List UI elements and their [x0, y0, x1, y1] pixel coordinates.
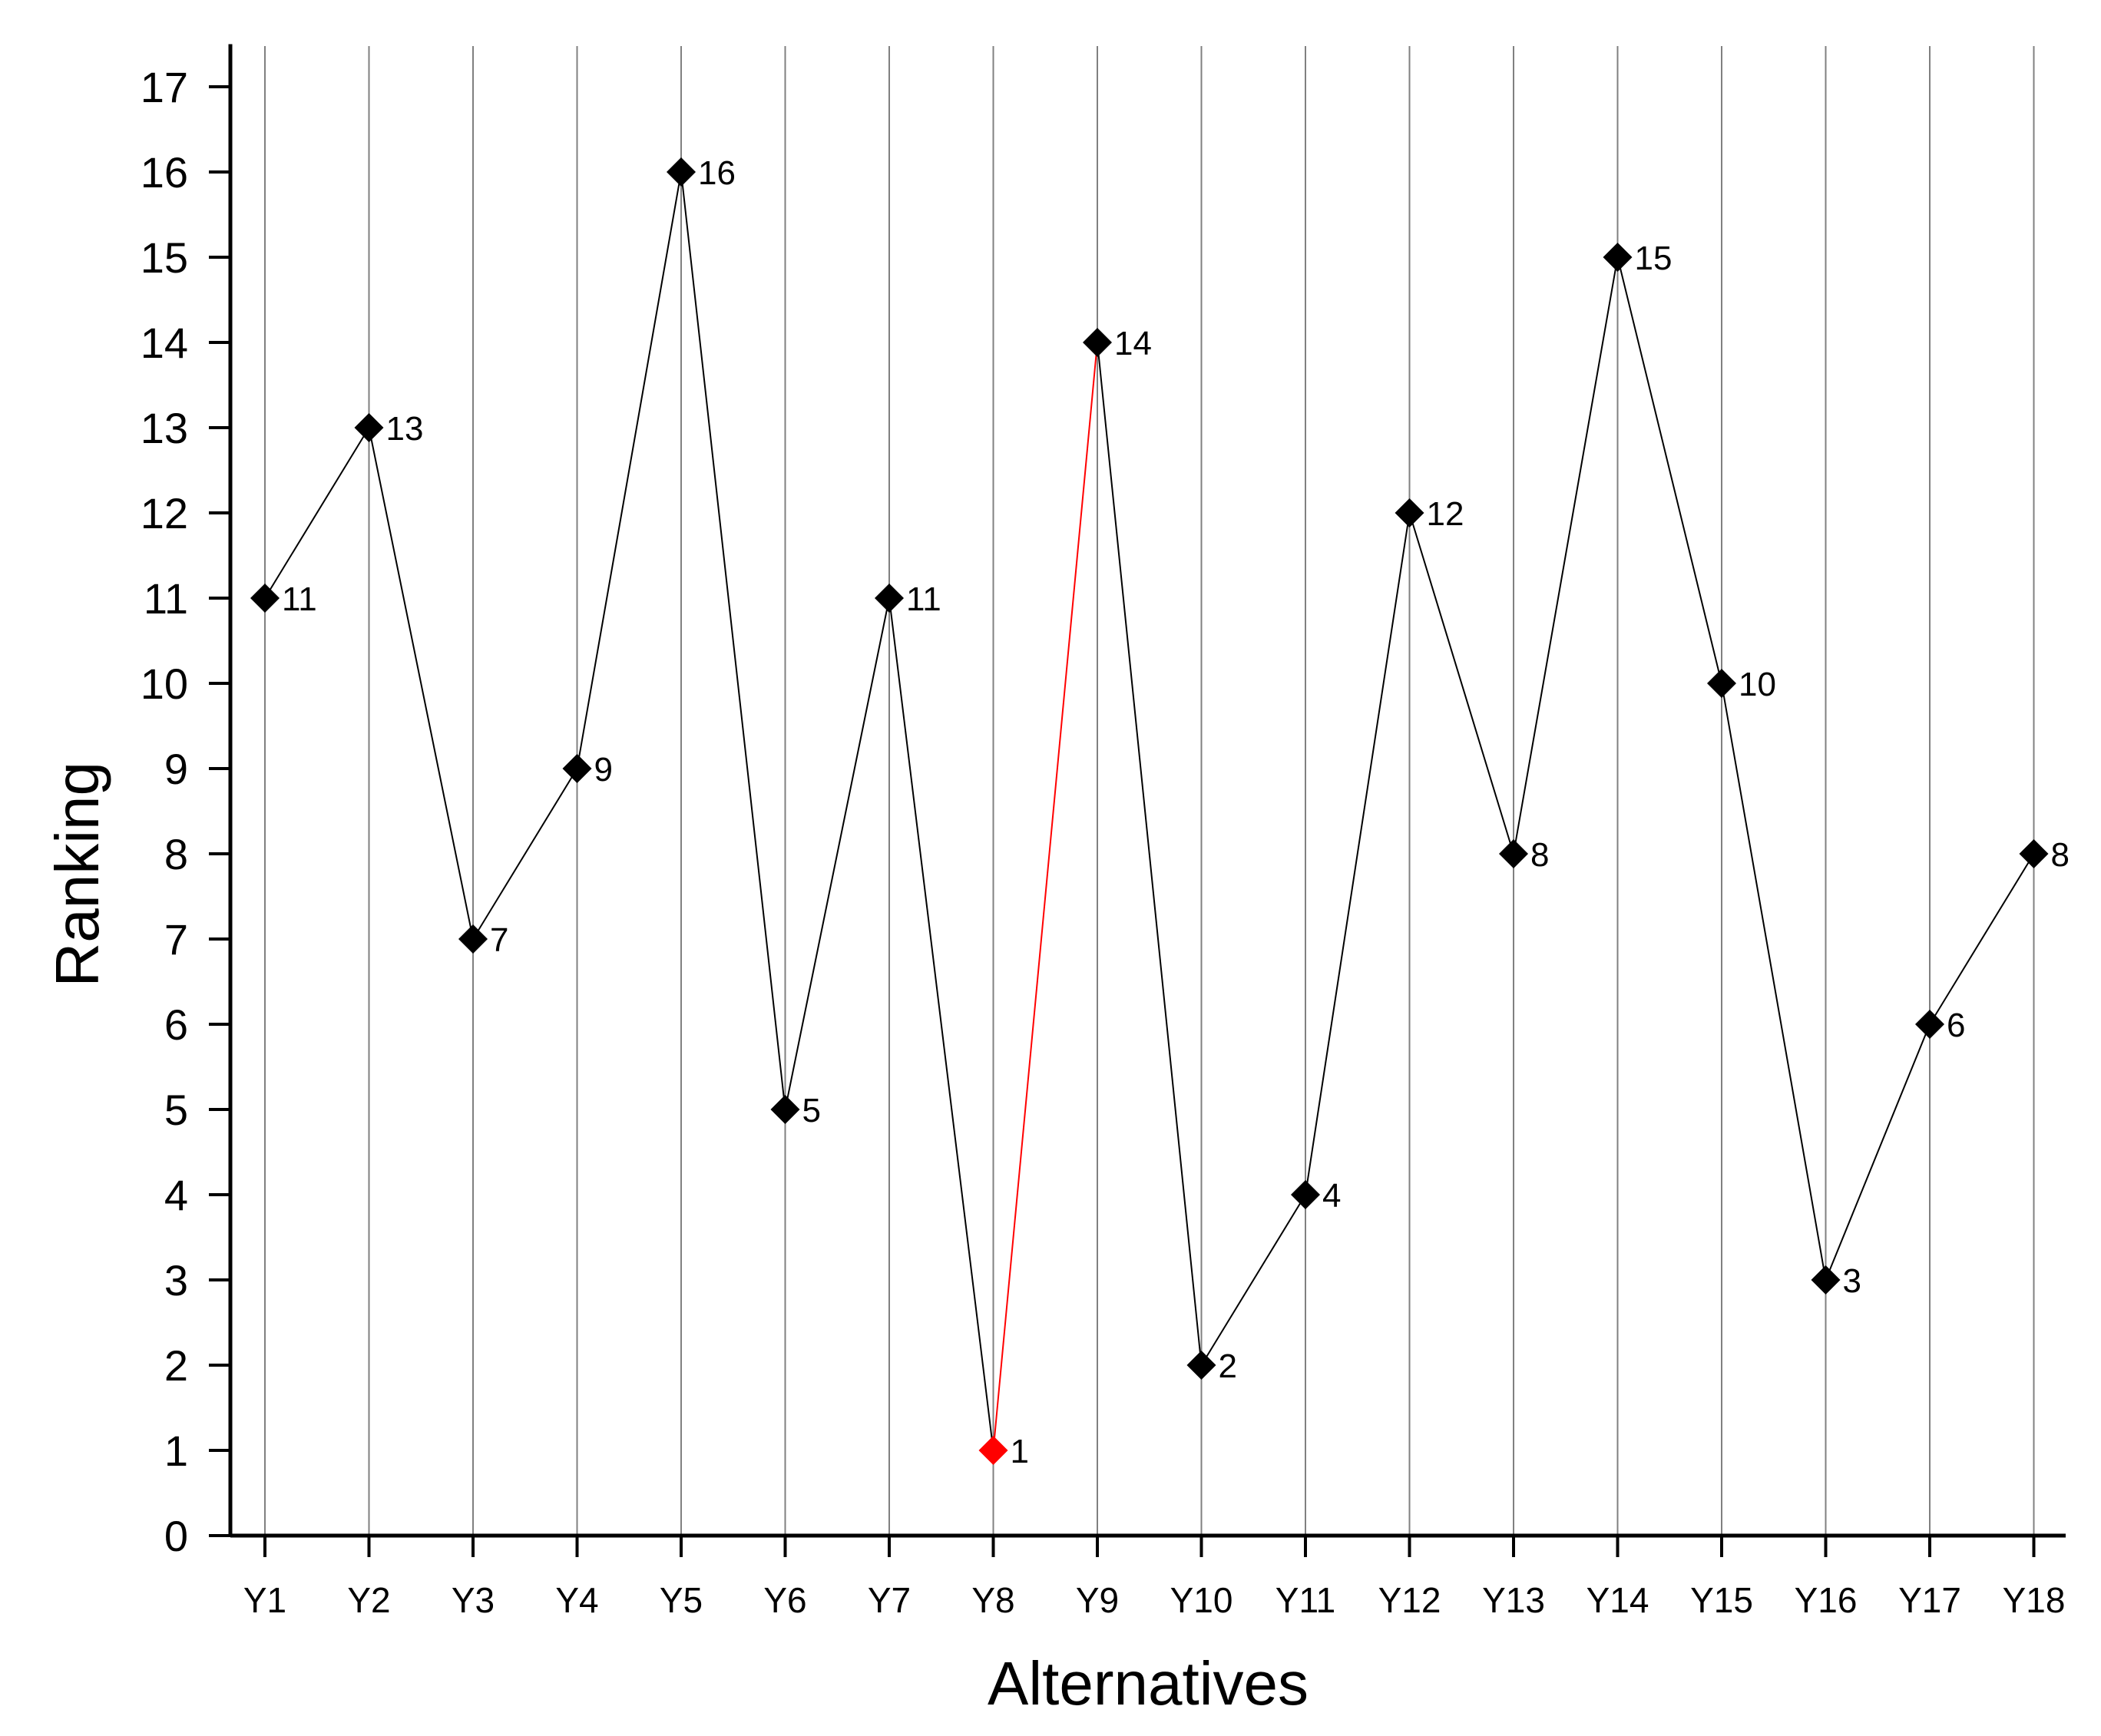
data-label-Y7: 11 [906, 580, 941, 618]
series-segment-Y12-Y13 [1408, 512, 1514, 855]
x-tick-label-Y4: Y4 [555, 1580, 598, 1620]
data-point-Y14 [1603, 243, 1633, 272]
x-tick-label-Y11: Y11 [1275, 1580, 1335, 1620]
y-tick-label-3: 3 [164, 1256, 188, 1304]
data-label-Y8: 1 [1011, 1433, 1029, 1470]
x-tick-label-Y16: Y16 [1795, 1580, 1858, 1620]
y-tick-label-10: 10 [141, 660, 188, 708]
series-segment-Y16-Y17 [1825, 1023, 1931, 1281]
data-point-Y16 [1811, 1265, 1841, 1295]
data-point-Y7 [875, 584, 904, 613]
series-segment-Y13-Y14 [1513, 256, 1619, 855]
y-tick-label-2: 2 [164, 1341, 188, 1390]
data-point-Y17 [1915, 1010, 1944, 1039]
series-segment-Y10-Y11 [1200, 1194, 1306, 1366]
gridlines [264, 46, 2035, 1536]
x-tick-label-Y3: Y3 [452, 1580, 495, 1620]
series-segment-Y8-Y9 [992, 342, 1098, 1451]
x-tick-label-Y13: Y13 [1482, 1580, 1545, 1620]
x-tick-label-Y9: Y9 [1076, 1580, 1119, 1620]
x-tick-label-Y18: Y18 [2003, 1580, 2066, 1620]
x-tick-label-Y15: Y15 [1690, 1580, 1753, 1620]
x-axis-ticks: Y1 Y2 Y3 Y4 Y5 Y6 Y7 Y8 Y9 Y10 Y11 Y12 Y13 Y14 Y15 Y16 Y… [243, 1536, 2066, 1620]
data-label-Y18: 8 [2051, 836, 2070, 874]
data-label-Y2: 13 [386, 410, 424, 448]
data-label-Y12: 12 [1427, 495, 1464, 533]
data-label-Y9: 14 [1114, 325, 1152, 362]
data-label-Y16: 3 [1843, 1262, 1861, 1300]
data-point-Y2 [354, 413, 384, 442]
x-tick-label-Y14: Y14 [1587, 1580, 1649, 1620]
series-segment-Y5-Y6 [680, 171, 786, 1110]
data-point-Y5 [667, 157, 696, 187]
y-tick-label-8: 8 [164, 830, 188, 878]
y-tick-label-11: 11 [144, 574, 188, 623]
data-point-Y1 [250, 584, 280, 613]
x-tick-label-Y10: Y10 [1170, 1580, 1233, 1620]
axes [228, 44, 2066, 1538]
data-label-Y11: 4 [1322, 1177, 1341, 1215]
y-tick-label-6: 6 [164, 1000, 188, 1049]
series-segment-Y17-Y18 [1929, 853, 2035, 1025]
series-segment-Y9-Y10 [1097, 342, 1203, 1366]
series-segment-Y2-Y3 [368, 427, 474, 940]
data-point-Y10 [1186, 1351, 1216, 1380]
data-point-Y18 [2019, 839, 2049, 868]
series-segment-Y1-Y2 [264, 427, 370, 599]
x-tick-label-Y1: Y1 [243, 1580, 286, 1620]
data-label-Y5: 16 [698, 154, 736, 192]
y-tick-label-9: 9 [164, 745, 188, 793]
y-tick-label-1: 1 [164, 1427, 188, 1475]
series-segment-Y6-Y7 [784, 597, 890, 1110]
data-point-Y12 [1395, 498, 1424, 527]
data-label-Y13: 8 [1530, 836, 1549, 874]
y-tick-label-4: 4 [164, 1171, 188, 1219]
data-label-Y15: 10 [1739, 666, 1776, 703]
x-tick-label-Y7: Y7 [868, 1580, 911, 1620]
y-tick-label-0: 0 [164, 1512, 188, 1560]
data-point-Y3 [458, 924, 488, 954]
data-point-Y9 [1083, 328, 1112, 357]
data-label-Y3: 7 [490, 921, 508, 959]
data-point-Y15 [1707, 669, 1736, 698]
data-label-Y14: 15 [1635, 240, 1673, 277]
data-label-Y17: 6 [1947, 1007, 1965, 1044]
series-segment-Y7-Y8 [888, 597, 994, 1451]
y-tick-label-16: 16 [141, 148, 188, 197]
data-point-Y13 [1499, 839, 1528, 868]
data-point-Y11 [1291, 1180, 1320, 1209]
series-segment-Y4-Y5 [576, 171, 682, 769]
x-tick-label-Y6: Y6 [763, 1580, 806, 1620]
x-axis-title: Alternatives [988, 1649, 1309, 1718]
y-tick-label-15: 15 [141, 233, 188, 282]
data-label-Y6: 5 [802, 1092, 821, 1129]
series-segment-Y15-Y16 [1721, 683, 1827, 1281]
series-segment-Y11-Y12 [1305, 512, 1411, 1195]
y-tick-label-13: 13 [141, 404, 188, 452]
y-tick-label-17: 17 [141, 63, 188, 111]
x-tick-label-Y12: Y12 [1378, 1580, 1441, 1620]
data-markers [250, 157, 2049, 1465]
data-label-Y1: 11 [282, 580, 317, 618]
y-tick-label-12: 12 [141, 489, 188, 537]
y-axis-title: Ranking [43, 762, 111, 987]
data-label-Y4: 9 [594, 751, 613, 789]
x-tick-label-Y17: Y17 [1898, 1580, 1961, 1620]
series-ranking [264, 171, 2035, 1451]
series-segment-Y14-Y15 [1616, 256, 1722, 684]
x-tick-label-Y5: Y5 [660, 1580, 703, 1620]
data-label-Y10: 2 [1219, 1347, 1237, 1385]
y-tick-label-7: 7 [164, 915, 188, 964]
series-segment-Y3-Y4 [472, 768, 578, 940]
y-tick-label-14: 14 [141, 319, 188, 367]
data-point-Y6 [770, 1095, 800, 1124]
data-point-Y8 [978, 1436, 1008, 1465]
x-tick-label-Y2: Y2 [347, 1580, 390, 1620]
x-tick-label-Y8: Y8 [971, 1580, 1014, 1620]
data-point-Y4 [562, 754, 592, 783]
y-tick-label-5: 5 [164, 1086, 188, 1134]
